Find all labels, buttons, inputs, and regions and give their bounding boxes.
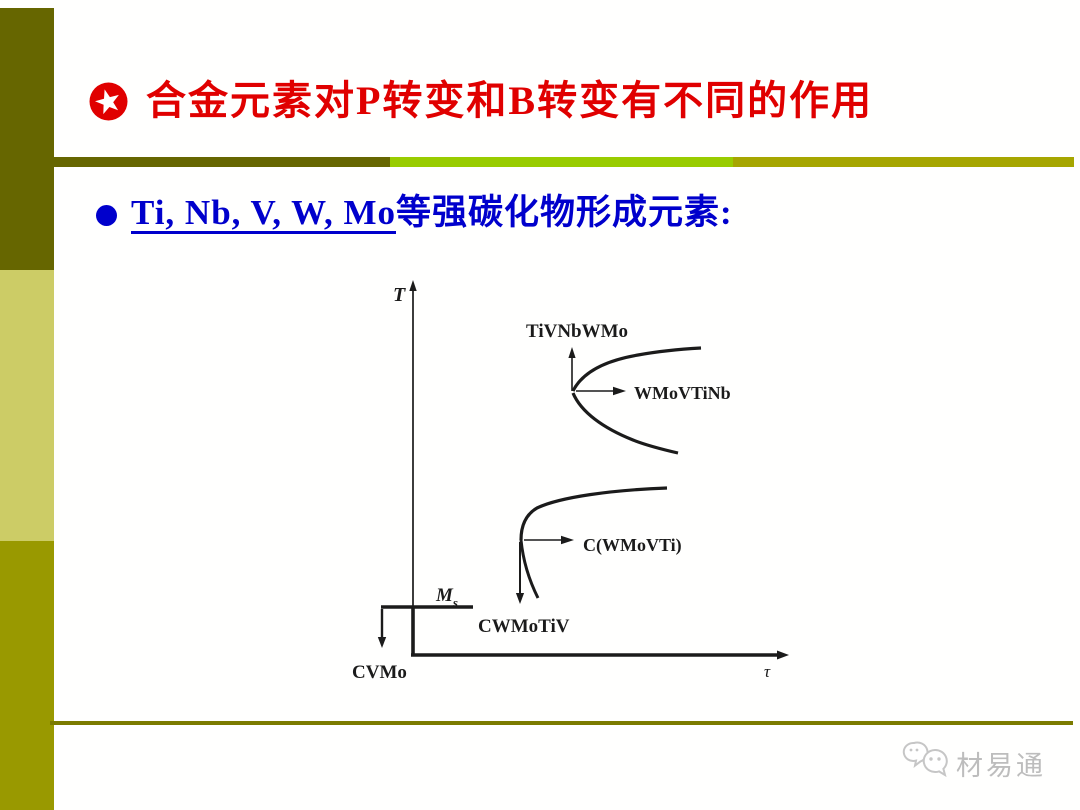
- curve2-lower-branch: [519, 539, 540, 599]
- page-title: 合金元素对P转变和B转变有不同的作用: [146, 78, 874, 123]
- curve1-right-arrowhead: [613, 386, 626, 396]
- title-divider-segment-olive: [733, 157, 1074, 167]
- brand-chat-bubbles-icon: [900, 738, 956, 787]
- curve1-nose-label: WMoVTiNb: [634, 383, 731, 403]
- curve1-upper-branch: [571, 346, 702, 392]
- cvmo-arrowhead: [377, 637, 387, 648]
- sidebar-block-olive: [0, 541, 54, 810]
- title-divider-segment-dark: [54, 157, 390, 167]
- curve1-top-label: TiVNbWMo: [526, 321, 628, 342]
- sidebar-block-light: [0, 270, 54, 541]
- curve1-up-arrowhead: [568, 347, 576, 358]
- curve2-below-label: CWMoTiV: [478, 616, 570, 637]
- curve1-lower-branch: [571, 392, 679, 455]
- curve2-nose-label: C(WMoVTi): [583, 535, 682, 556]
- curve2-right-arrowhead: [561, 535, 574, 545]
- ttt-diagram: T τ Ms CVMo TiVNbWMo WMoVTiNb C(WMoVTi) …: [330, 275, 800, 692]
- cvmo-label: CVMo: [352, 662, 407, 683]
- x-axis-label: τ: [764, 662, 771, 681]
- curve2-down-arrowhead: [515, 593, 525, 604]
- footer-divider: [50, 721, 1073, 725]
- y-axis-label: T: [393, 284, 406, 306]
- x-axis-arrowhead: [777, 650, 789, 660]
- bullet-description: 等强碳化物形成元素:: [396, 193, 733, 232]
- brand-watermark: 材易通: [956, 751, 1046, 781]
- y-axis-arrowhead: [409, 280, 417, 291]
- curve2-upper-branch: [519, 486, 668, 541]
- bullet-elements-underlined: Ti, Nb, V, W, Mo: [131, 193, 396, 232]
- star-in-circle-icon: [88, 81, 129, 122]
- sidebar-block-dark: [0, 8, 54, 270]
- bullet-text: Ti, Nb, V, W, Mo等强碳化物形成元素:: [131, 190, 733, 236]
- ms-label: Ms: [435, 585, 458, 610]
- bullet-dot-icon: [96, 205, 117, 226]
- title-divider-segment-green: [390, 157, 733, 167]
- slide-title-row: 合金元素对P转变和B转变有不同的作用: [88, 76, 873, 126]
